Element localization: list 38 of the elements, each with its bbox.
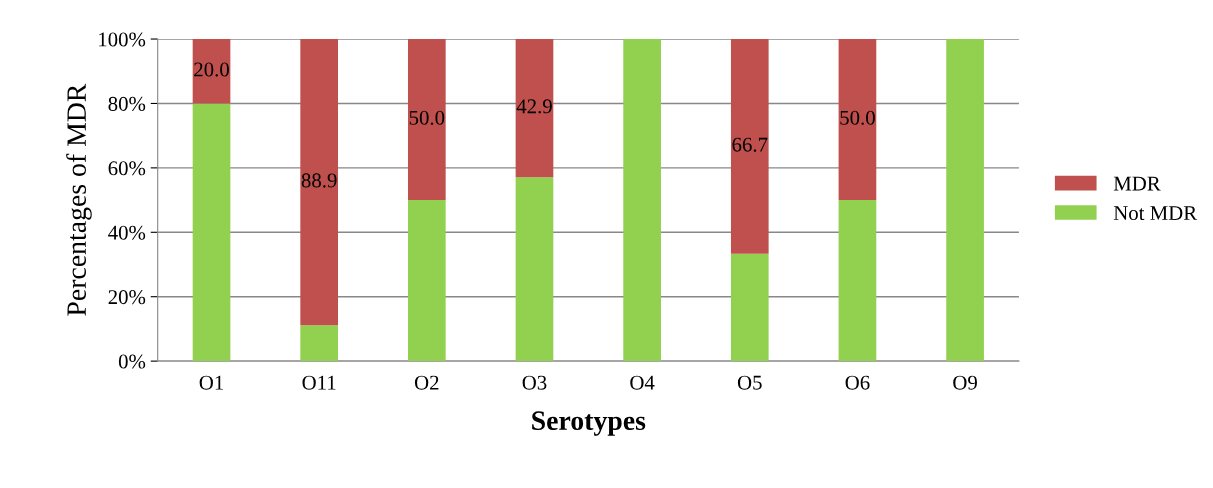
x-tick-label: O4 xyxy=(630,375,655,390)
data-label: 50.0 xyxy=(840,110,875,125)
bar xyxy=(515,39,554,178)
x-tick-label: O1 xyxy=(199,375,223,390)
data-label: 66.7 xyxy=(732,137,768,152)
bar xyxy=(300,325,339,362)
bar xyxy=(838,39,877,201)
y-tick-label: 20% xyxy=(108,290,146,305)
x-tick-label: O11 xyxy=(302,375,336,390)
x-tick-label: O2 xyxy=(414,375,439,390)
bar xyxy=(730,39,769,254)
y-tick-label: 60% xyxy=(108,161,146,176)
x-axis-title: Serotypes xyxy=(532,411,646,436)
bar xyxy=(300,39,339,326)
x-tick-label: O6 xyxy=(845,375,870,390)
bar xyxy=(192,103,231,362)
y-tick-label: 100% xyxy=(99,32,146,47)
y-tick-label: 40% xyxy=(108,225,146,240)
x-tick-label: O3 xyxy=(522,375,547,390)
bar xyxy=(946,39,984,362)
y-tick-label: 80% xyxy=(108,96,146,111)
bar xyxy=(407,200,446,362)
bar xyxy=(407,39,446,201)
bar xyxy=(623,39,661,362)
bar xyxy=(515,177,554,362)
data-label: 88.9 xyxy=(301,173,337,188)
legend-label: MDR xyxy=(1113,176,1161,191)
legend-label: Not MDR xyxy=(1113,206,1198,221)
data-label: 42.9 xyxy=(516,99,552,114)
x-tick-label: O5 xyxy=(737,375,762,390)
data-label: 50.0 xyxy=(409,110,445,125)
bar xyxy=(838,200,877,362)
x-tick-label: O9 xyxy=(953,375,977,390)
bar xyxy=(730,253,769,362)
data-label: 20.0 xyxy=(194,62,229,77)
y-axis-title: Percentages of MDR xyxy=(66,83,92,316)
y-tick-label: 0% xyxy=(118,354,146,369)
bar xyxy=(192,39,231,104)
